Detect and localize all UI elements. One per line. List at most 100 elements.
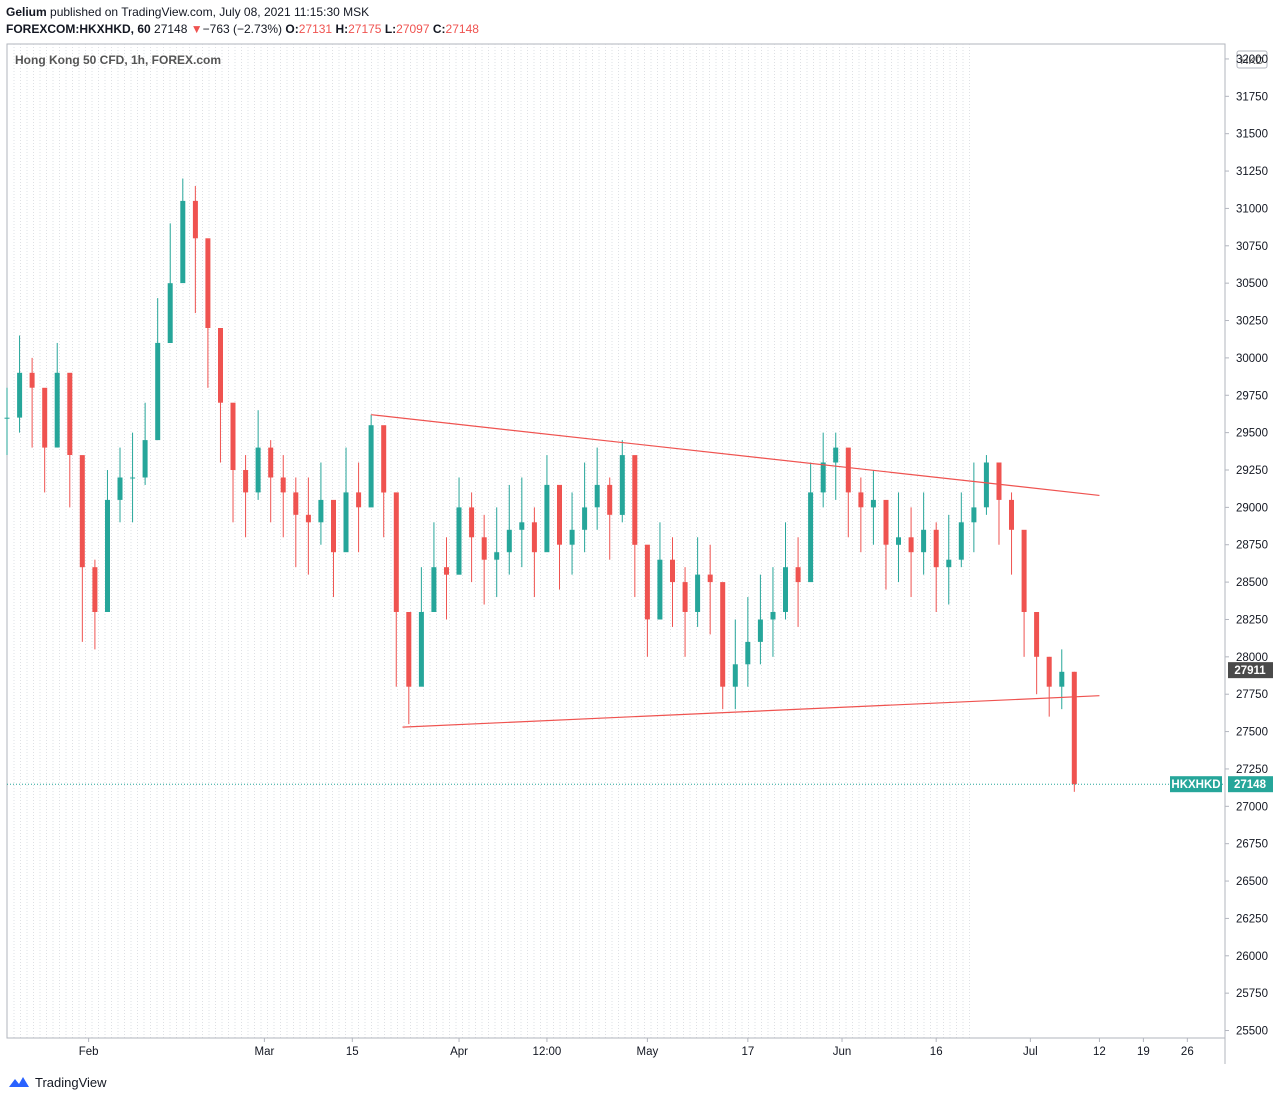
tradingview-logo-icon xyxy=(9,1077,29,1087)
candle-body xyxy=(820,462,826,493)
price-tick-label: 27500 xyxy=(1236,727,1268,739)
candle-body xyxy=(331,499,336,553)
price-tick-label: 25500 xyxy=(1236,1026,1268,1038)
prev-price-label: 27911 xyxy=(1234,665,1266,677)
candle-body xyxy=(92,567,98,612)
price-tick-label: 26000 xyxy=(1236,951,1268,963)
candle-body xyxy=(393,492,399,612)
candle-body xyxy=(1059,671,1065,687)
price-tick-label: 31250 xyxy=(1236,166,1268,178)
candle-body xyxy=(594,484,600,508)
price-tick-label: 29250 xyxy=(1236,465,1268,477)
candle-body xyxy=(17,372,23,418)
time-tick-label: Jul xyxy=(1023,1046,1038,1058)
last-price-box xyxy=(1228,776,1273,793)
time-axis[interactable]: Feb Mar 15 Apr 12:00 May 17 Jun 16 Jul 12 19 26 xyxy=(79,1038,1194,1058)
price-tick-label: 32000 xyxy=(1236,54,1268,66)
candle-body xyxy=(519,522,525,530)
candle-body xyxy=(896,537,901,545)
candle-body xyxy=(1009,499,1014,530)
candle-body xyxy=(67,372,73,455)
candle-body xyxy=(682,582,688,612)
candle-body xyxy=(418,612,424,687)
price-tick-label: 31000 xyxy=(1236,203,1268,215)
trendlines[interactable] xyxy=(371,414,1100,728)
time-tick-label: Apr xyxy=(450,1046,468,1058)
candle-body xyxy=(921,529,927,553)
candle-body xyxy=(318,499,324,523)
plot-area[interactable] xyxy=(6,43,1226,1039)
time-tick-label: Feb xyxy=(79,1046,99,1058)
candle-body xyxy=(908,537,914,553)
candle-body xyxy=(632,455,638,545)
candle-body xyxy=(745,641,751,665)
candle-body xyxy=(343,492,349,553)
time-tick-label: Mar xyxy=(255,1046,275,1058)
grid xyxy=(13,44,970,1038)
price-tick-label: 25750 xyxy=(1236,988,1268,1000)
candle-body xyxy=(406,612,412,687)
price-tick-label: 28000 xyxy=(1236,652,1268,664)
candle-body xyxy=(971,507,977,523)
candle-body xyxy=(833,447,839,463)
symbol-label-box xyxy=(1170,776,1222,793)
candle-body xyxy=(996,462,1002,500)
candle-body xyxy=(481,537,487,560)
candle-body xyxy=(180,200,186,284)
candle-body xyxy=(1046,656,1052,687)
price-tick-label: 26750 xyxy=(1236,839,1268,851)
trendline xyxy=(371,414,1100,497)
high-label: H: xyxy=(335,22,349,36)
candle-body xyxy=(42,387,48,448)
change-value: −763 (−2.73%) xyxy=(202,22,283,36)
time-tick-label: 15 xyxy=(346,1046,359,1058)
candle-body xyxy=(368,425,374,508)
candle-body xyxy=(946,559,952,568)
footer-brand[interactable]: TradingView xyxy=(35,1074,107,1090)
time-tick-label: 12 xyxy=(1093,1046,1106,1058)
candle-body xyxy=(431,567,437,612)
price-labels: HKXHKD 27148 27911 xyxy=(7,662,1273,793)
price-tick-label: 30750 xyxy=(1236,241,1268,253)
open-label: O: xyxy=(285,22,299,36)
candle-body xyxy=(808,492,814,583)
candle-body xyxy=(130,477,136,479)
candle-body xyxy=(607,484,613,515)
candle-body xyxy=(218,328,223,403)
author-name[interactable]: Gelium xyxy=(6,5,47,19)
candle-body xyxy=(531,522,537,553)
candle-body xyxy=(958,522,964,560)
candle-body xyxy=(858,492,864,508)
price-tick-label: 31500 xyxy=(1236,129,1268,141)
change-down-icon: ▼ xyxy=(190,22,203,36)
price-tick-label: 28250 xyxy=(1236,614,1268,626)
candle-body xyxy=(192,200,198,239)
candle-body xyxy=(883,499,889,545)
candle-body xyxy=(4,417,10,419)
currency-label: HKD xyxy=(1240,55,1263,67)
candle-body xyxy=(720,582,726,687)
price-tick-label: 30250 xyxy=(1236,316,1268,328)
candle-body xyxy=(280,477,286,493)
footer: TradingView xyxy=(8,1074,107,1090)
high-value: 27175 xyxy=(348,22,382,36)
candle-body xyxy=(305,514,311,523)
candle-body xyxy=(644,544,650,620)
last-price-label: 27148 xyxy=(1234,779,1267,791)
time-tick-label: 16 xyxy=(930,1046,943,1058)
candle-body xyxy=(444,567,449,575)
trendline xyxy=(402,695,1100,728)
price-axis[interactable]: 25500 25750 26000 26250 26500 26750 27000 27250… xyxy=(1225,54,1268,1038)
candle-body xyxy=(557,484,562,545)
candle-body xyxy=(205,238,211,328)
candle-body xyxy=(582,507,588,530)
candle-body xyxy=(117,477,123,500)
candle-body xyxy=(757,619,763,642)
time-tick-label: 17 xyxy=(741,1046,754,1058)
candle-body xyxy=(494,552,500,560)
publish-line: Gelium published on TradingView.com, Jul… xyxy=(6,5,369,19)
candle-body xyxy=(255,447,261,493)
price-tick-label: 30000 xyxy=(1236,353,1268,365)
time-tick-label: Jun xyxy=(833,1046,852,1058)
